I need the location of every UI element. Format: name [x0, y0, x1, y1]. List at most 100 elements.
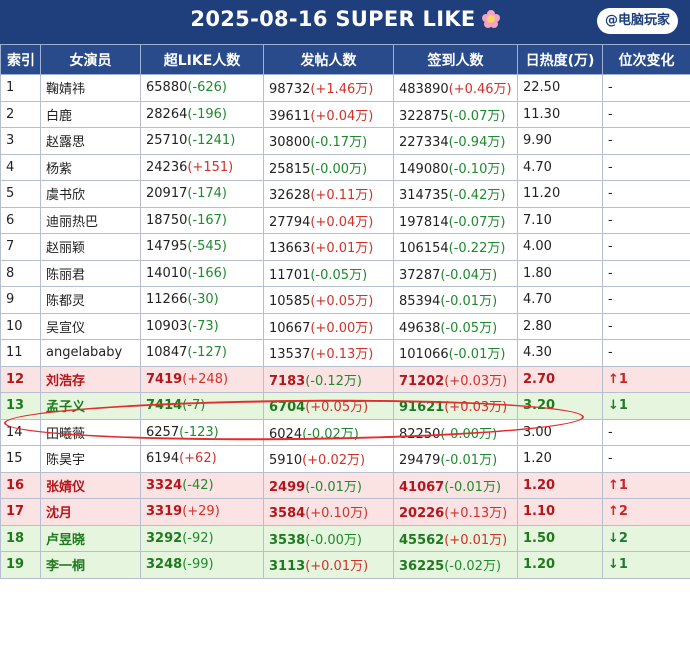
cell-checkins: 91621(+0.03万): [393, 392, 518, 420]
table-row: 18 卢昱晓 3292(-92) 3538(-0.00万) 45562(+0.01万) 1…: [0, 524, 690, 552]
index-value: 2: [6, 106, 15, 122]
daily-heat-value: 22.50: [523, 80, 561, 96]
cell-daily-heat: 11.30: [517, 100, 603, 128]
cell-actress: 陈丽君: [40, 259, 141, 287]
super-like-delta: (-92): [182, 530, 214, 546]
posts-value: 25815: [269, 161, 311, 177]
cell-posts: 3113(+0.01万): [263, 551, 394, 579]
table-row: 7 赵丽颖 14795(-545) 13663(+0.01万) 106154(-0.22…: [0, 233, 690, 261]
checkins-value: 106154: [399, 241, 449, 257]
table-row: 8 陈丽君 14010(-166) 11701(-0.05万) 37287(-0.04万…: [0, 259, 690, 287]
cell-daily-heat: 22.50: [517, 74, 603, 102]
cell-checkins: 45562(+0.01万): [393, 524, 518, 552]
table-header-row: 索引 女演员 超LIKE人数 发帖人数 签到人数 日热度(万) 位次变化: [0, 44, 690, 75]
cell-posts: 5910(+0.02万): [263, 445, 394, 473]
daily-heat-value: 4.30: [523, 345, 552, 361]
daily-heat-value: 11.20: [523, 186, 561, 202]
cell-index: 9: [0, 286, 41, 314]
checkins-value: 197814: [399, 214, 449, 230]
cell-daily-heat: 1.10: [517, 498, 603, 526]
posts-value: 27794: [269, 214, 311, 230]
actress-name: angelababy: [46, 345, 123, 361]
header-index: 索引: [0, 44, 41, 75]
cell-index: 12: [0, 365, 41, 393]
table-row: 16 张婧仪 3324(-42) 2499(-0.01万) 41067(-0.01万) 1…: [0, 471, 690, 499]
actress-name: 张婧仪: [46, 479, 86, 495]
table-row: 10 吴宣仪 10903(-73) 10667(+0.00万) 49638(-0.05万…: [0, 312, 690, 340]
table-row: 9 陈都灵 11266(-30) 10585(+0.05万) 85394(-0.01万)…: [0, 286, 690, 314]
index-value: 12: [6, 371, 25, 387]
cell-checkins: 149080(-0.10万): [393, 153, 518, 181]
checkins-value: 41067: [399, 479, 445, 495]
rank-change-value: -: [608, 212, 613, 228]
cell-checkins: 322875(-0.07万): [393, 100, 518, 128]
header-actress: 女演员: [40, 44, 141, 75]
posts-delta: (-0.17万): [310, 135, 368, 151]
cell-checkins: 197814(-0.07万): [393, 206, 518, 234]
cell-posts: 32628(+0.11万): [263, 180, 394, 208]
cell-rank-change: -: [602, 418, 690, 446]
daily-heat-value: 4.00: [523, 239, 552, 255]
posts-delta: (+0.00万): [310, 320, 374, 336]
cell-actress: 孟子义: [40, 392, 141, 420]
checkins-value: 20226: [399, 506, 445, 522]
page-title-text: 2025-08-16 SUPER LIKE: [190, 7, 476, 31]
cell-rank-change: -: [602, 259, 690, 287]
cell-rank-change: ↑1: [602, 471, 690, 499]
cell-actress: 白鹿: [40, 100, 141, 128]
posts-delta: (+0.01万): [305, 559, 369, 575]
checkins-value: 45562: [399, 532, 445, 548]
super-like-delta: (-626): [187, 80, 228, 96]
cell-posts: 3538(-0.00万): [263, 524, 394, 552]
index-value: 15: [6, 451, 23, 467]
actress-name: 吴宣仪: [46, 320, 86, 336]
cell-index: 18: [0, 524, 41, 552]
header-rank-change: 位次变化: [602, 44, 690, 75]
actress-name: 赵露思: [46, 135, 86, 151]
cell-index: 5: [0, 180, 41, 208]
ranking-table: 索引 女演员 超LIKE人数 发帖人数 签到人数 日热度(万) 位次变化 1 鞠婧…: [0, 44, 690, 579]
checkins-value: 85394: [399, 294, 441, 310]
cell-daily-heat: 1.20: [517, 445, 603, 473]
super-like-delta: (-167): [187, 212, 228, 228]
super-like-delta: (-42): [182, 477, 214, 493]
posts-delta: (-0.00万): [305, 532, 362, 548]
cell-posts: 11701(-0.05万): [263, 259, 394, 287]
super-like-delta: (-127): [187, 345, 228, 361]
checkins-value: 227334: [399, 135, 449, 151]
actress-name: 杨紫: [46, 161, 73, 177]
cell-super-like: 11266(-30): [140, 286, 264, 314]
daily-heat-value: 4.70: [523, 292, 552, 308]
posts-delta: (+0.02万): [302, 453, 366, 469]
checkins-value: 49638: [399, 320, 441, 336]
cell-actress: 陈昊宇: [40, 445, 141, 473]
rank-change-value: ↑2: [608, 504, 628, 520]
rank-change-value: -: [608, 424, 613, 440]
actress-name: 卢昱晓: [46, 532, 86, 548]
index-value: 18: [6, 530, 25, 546]
checkins-value: 91621: [399, 400, 445, 416]
super-like-delta: (-123): [179, 424, 219, 440]
table-row: 14 田曦薇 6257(-123) 6024(-0.02万) 82250(-0.00万)…: [0, 418, 690, 446]
cell-super-like: 24236(+151): [140, 153, 264, 181]
posts-delta: (+0.05万): [310, 294, 374, 310]
posts-value: 6024: [269, 426, 303, 442]
rank-change-value: -: [608, 345, 613, 361]
cell-checkins: 101066(-0.01万): [393, 339, 518, 367]
cell-actress: 卢昱晓: [40, 524, 141, 552]
posts-delta: (+0.11万): [310, 188, 374, 204]
cell-rank-change: -: [602, 286, 690, 314]
actress-name: 田曦薇: [46, 426, 86, 442]
cell-posts: 27794(+0.04万): [263, 206, 394, 234]
cell-index: 11: [0, 339, 41, 367]
cell-super-like: 14795(-545): [140, 233, 264, 261]
checkins-delta: (-0.01万): [440, 294, 498, 310]
super-like-value: 10847: [146, 345, 188, 361]
cell-actress: 陈都灵: [40, 286, 141, 314]
rank-change-value: -: [608, 265, 613, 281]
checkins-delta: (-0.10万): [448, 161, 506, 177]
checkins-delta: (-0.94万): [448, 135, 506, 151]
super-like-delta: (+29): [182, 504, 220, 520]
actress-name: 刘浩存: [46, 373, 86, 389]
cell-super-like: 10847(-127): [140, 339, 264, 367]
